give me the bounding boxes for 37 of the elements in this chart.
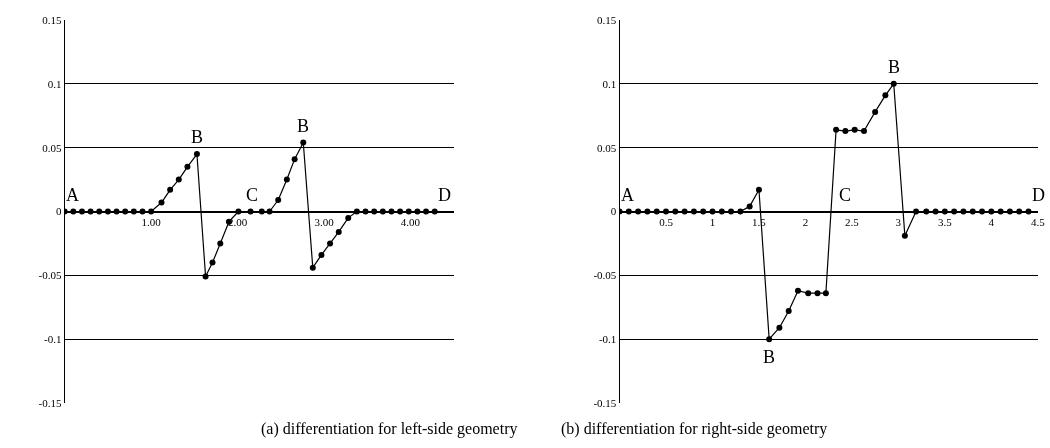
text: (b) differentiation for right-side geometry: [561, 420, 828, 438]
x-tick-label: 3.5: [937, 215, 953, 228]
annotation: B: [191, 127, 204, 147]
annotation: D: [1032, 185, 1045, 205]
y-tick-label: -0.05: [38, 269, 62, 282]
y-tick-label: 0.15: [42, 13, 62, 26]
x-tick-label: 4: [988, 215, 995, 228]
y-tick-label: -0.15: [593, 396, 617, 409]
x-tick-label: 3: [895, 215, 902, 228]
x-tick-label: 1.00: [141, 215, 162, 228]
x-tick-label: 2: [802, 215, 809, 228]
x-tick-label: 1: [709, 215, 716, 228]
y-tick-label: 0.1: [47, 77, 62, 90]
x-tick-label: 4.00: [400, 215, 421, 228]
text: (a) differentiation for left-side geometry: [261, 420, 518, 438]
annotation: B: [888, 57, 901, 77]
annotation: C: [839, 185, 852, 205]
annotation: B: [297, 116, 310, 136]
y-tick-label: 0.15: [597, 13, 617, 26]
y-tick-label: -0.1: [44, 333, 62, 346]
y-tick-label: 0.05: [597, 141, 617, 154]
annotation: D: [438, 185, 451, 205]
y-tick-label: 0: [610, 205, 617, 218]
x-tick-label: 0.5: [659, 215, 674, 228]
y-tick-label: -0.1: [598, 333, 617, 346]
annotation: A: [66, 185, 79, 205]
y-tick-label: 0.1: [602, 77, 617, 90]
y-tick-label: -0.05: [593, 269, 617, 282]
y-tick-label: -0.15: [38, 396, 62, 409]
x-tick-label: 2.5: [845, 215, 860, 228]
y-tick-label: 0: [55, 205, 62, 218]
annotation: A: [621, 185, 634, 205]
x-tick-label: 4.5: [1030, 215, 1046, 228]
x-tick-label: 3.00: [314, 215, 335, 228]
annotation: B: [763, 347, 776, 367]
y-tick-label: 0.05: [42, 141, 62, 154]
annotation: C: [246, 185, 259, 205]
